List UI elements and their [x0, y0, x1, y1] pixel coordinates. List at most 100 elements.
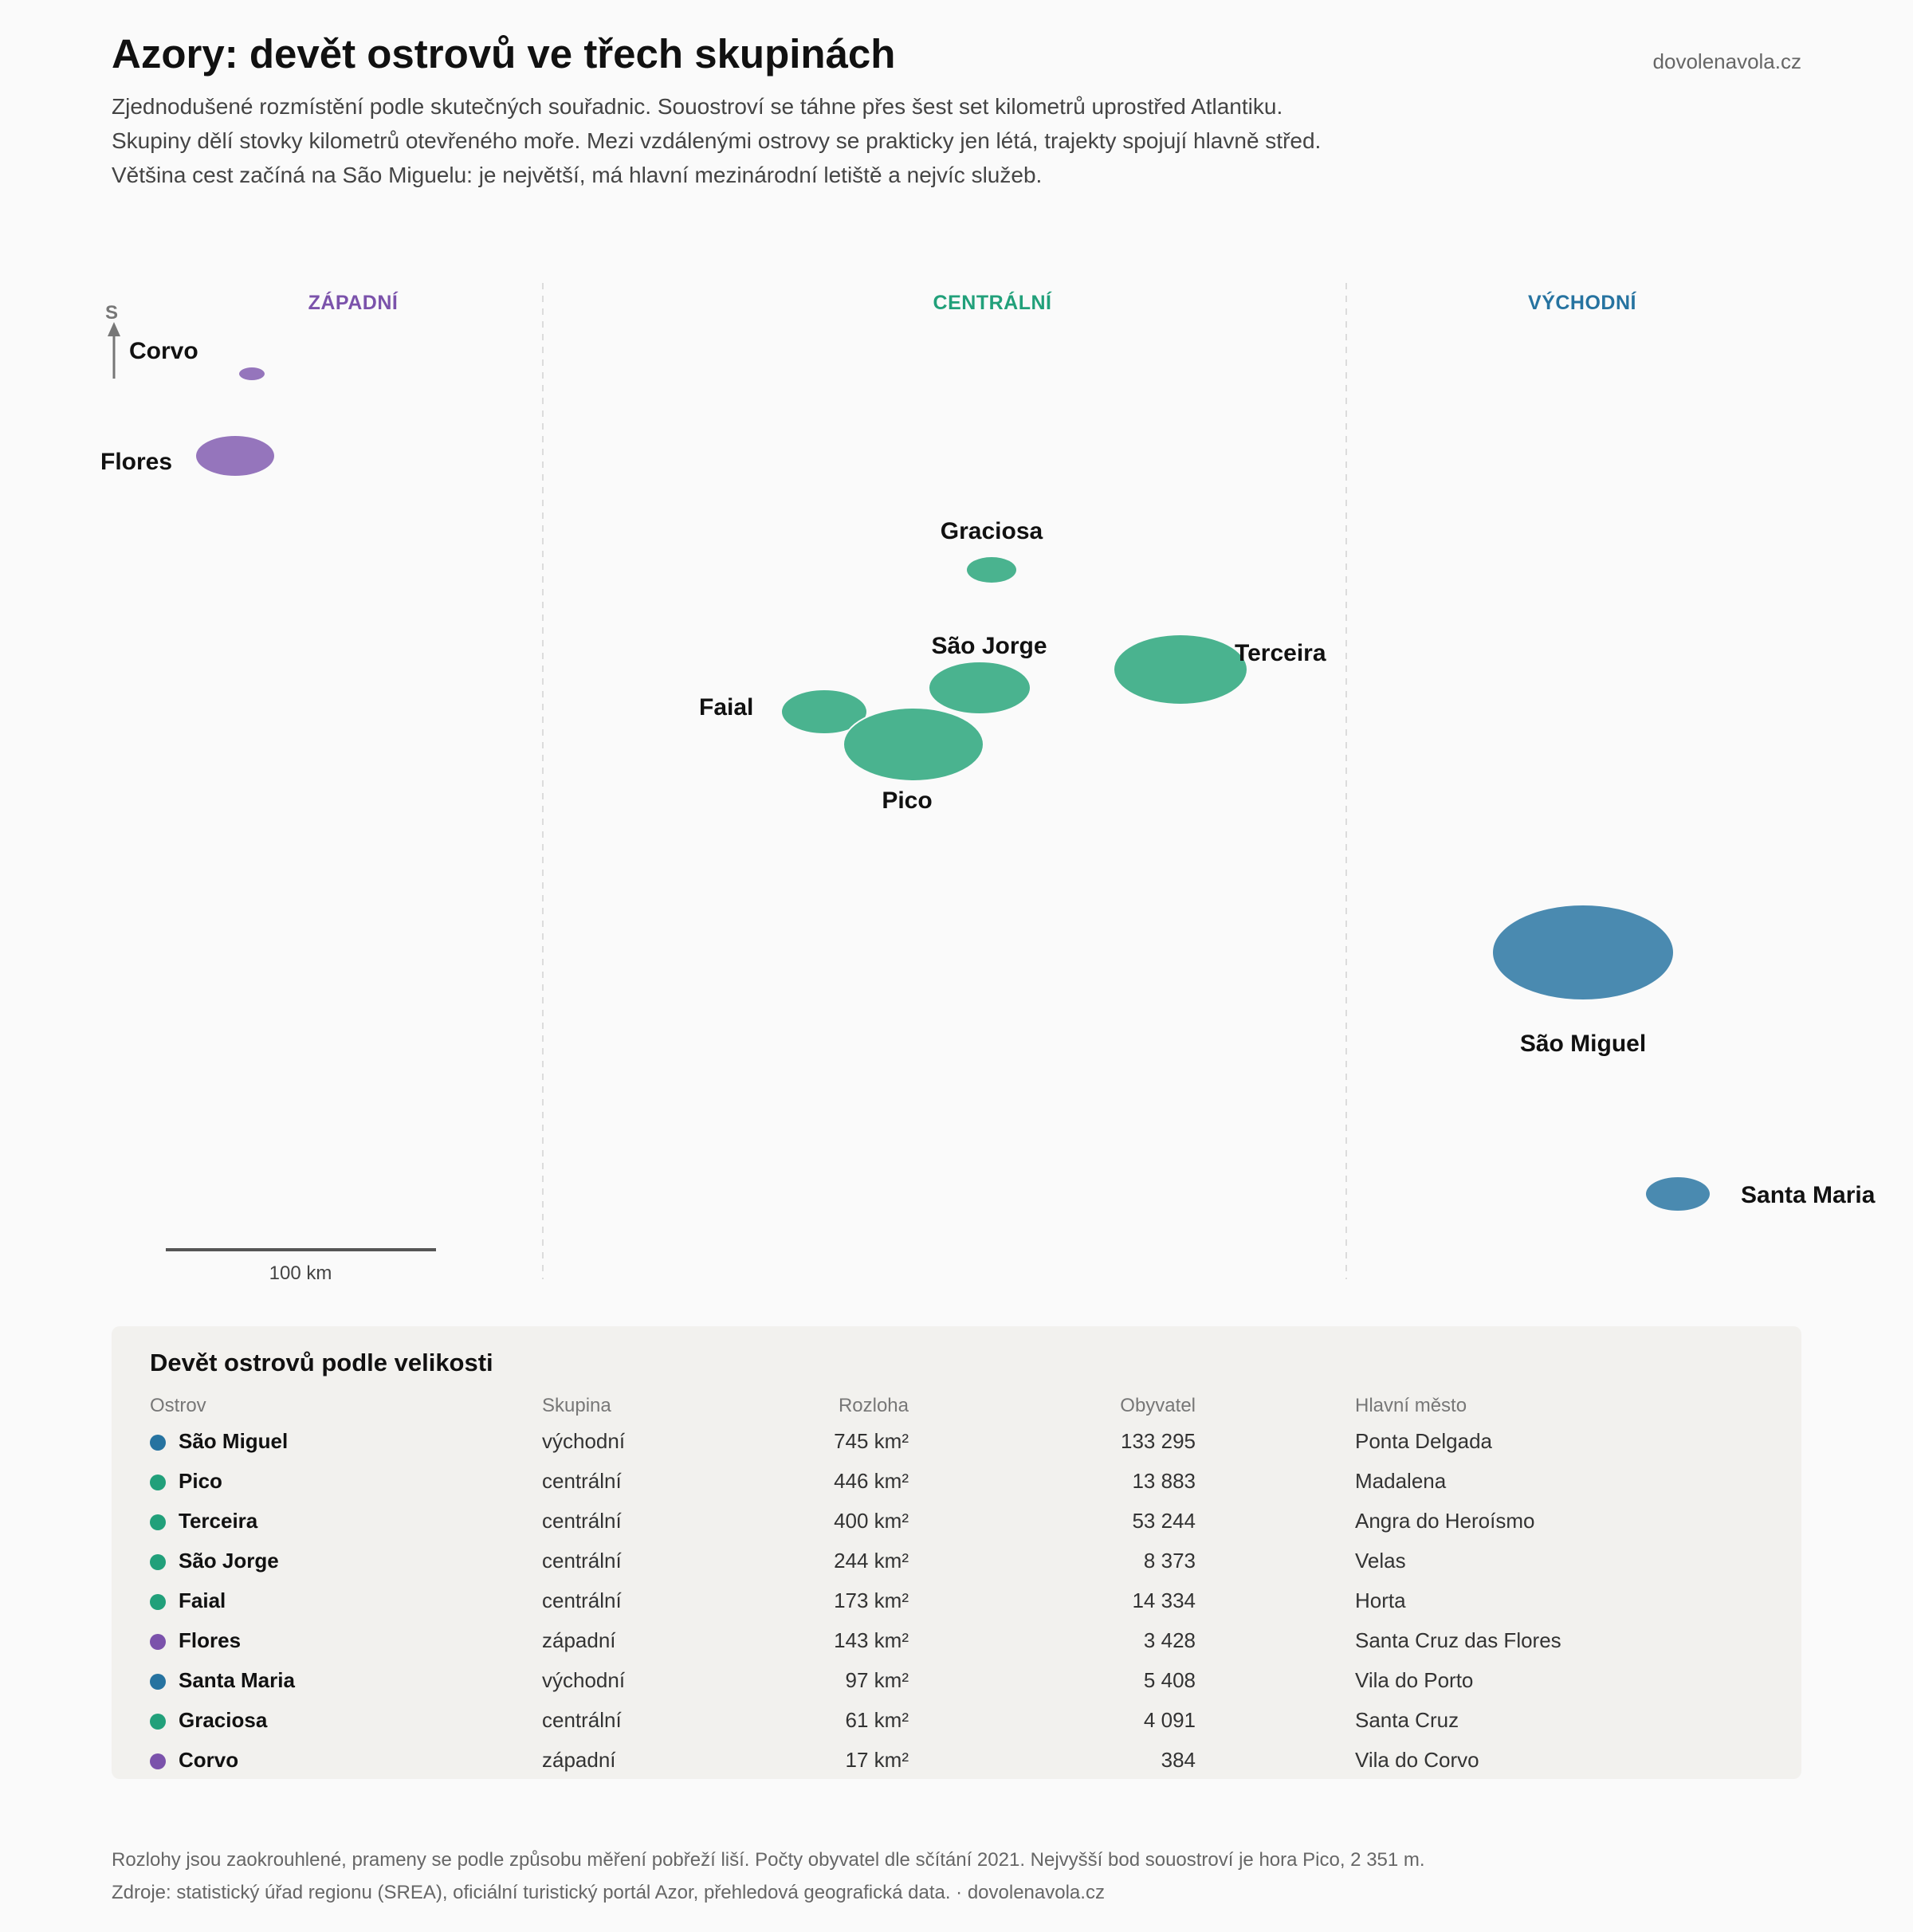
- island-area: 244 km²: [834, 1549, 909, 1573]
- group-color-dot: [150, 1594, 166, 1610]
- island-label-flores: Flores: [100, 449, 172, 475]
- island-group: východní: [542, 1429, 626, 1453]
- island-label-sao-jorge: São Jorge: [931, 633, 1047, 659]
- group-label-west: ZÁPADNÍ: [308, 291, 399, 314]
- island-population: 384: [1161, 1748, 1196, 1772]
- subtitle-line: Skupiny dělí stovky kilometrů otevřeného…: [112, 128, 1322, 153]
- island-sao-miguel: [1493, 905, 1673, 999]
- archipelago-map: ZÁPADNÍ CENTRÁLNÍ VÝCHODNÍ S Corvo Flore…: [100, 283, 1876, 1284]
- island-group: západní: [542, 1628, 616, 1652]
- island-area: 173 km²: [834, 1588, 909, 1612]
- table-row: Terceira centrální 400 km² 53 244 Angra …: [112, 1506, 1801, 1546]
- group-label-east: VÝCHODNÍ: [1528, 290, 1637, 314]
- table-row: Faial centrální 173 km² 14 334 Horta: [112, 1586, 1801, 1626]
- group-color-dot: [150, 1514, 166, 1530]
- table-row: Pico centrální 446 km² 13 883 Madalena: [112, 1467, 1801, 1506]
- island-group: východní: [542, 1668, 626, 1692]
- footer-note: Rozlohy jsou zaokrouhlené, prameny se po…: [112, 1849, 1425, 1871]
- column-header-population: Obyvatel: [1120, 1395, 1196, 1416]
- island-corvo: [239, 367, 265, 380]
- island-area: 745 km²: [834, 1429, 909, 1453]
- table-row: Flores západní 143 km² 3 428 Santa Cruz …: [112, 1626, 1801, 1666]
- island-area: 61 km²: [845, 1708, 909, 1732]
- island-capital: Velas: [1355, 1549, 1406, 1573]
- island-name: Flores: [179, 1628, 242, 1652]
- island-label-pico: Pico: [882, 787, 932, 814]
- column-header-capital: Hlavní město: [1355, 1395, 1467, 1416]
- north-arrow-icon: S: [105, 302, 120, 379]
- brand-label: dovolenavola.cz: [1652, 49, 1801, 73]
- island-population: 53 244: [1132, 1509, 1196, 1533]
- island-capital: Vila do Porto: [1355, 1668, 1474, 1692]
- island-group: centrální: [542, 1588, 622, 1612]
- island-population: 4 091: [1143, 1708, 1196, 1732]
- island-population: 3 428: [1143, 1628, 1196, 1652]
- island-area: 143 km²: [834, 1628, 909, 1652]
- island-area: 17 km²: [845, 1748, 909, 1772]
- island-capital: Santa Cruz das Flores: [1355, 1628, 1561, 1652]
- island-label-santa-maria: Santa Maria: [1741, 1182, 1876, 1208]
- page-title: Azory: devět ostrovů ve třech skupinách: [112, 31, 896, 77]
- island-name: Graciosa: [179, 1708, 268, 1732]
- island-name: Faial: [179, 1588, 226, 1612]
- island-population: 14 334: [1132, 1588, 1196, 1612]
- group-color-dot: [150, 1714, 166, 1730]
- table-row: Santa Maria východní 97 km² 5 408 Vila d…: [112, 1666, 1801, 1706]
- group-color-dot: [150, 1674, 166, 1690]
- island-name: Terceira: [179, 1509, 258, 1533]
- island-name: Pico: [179, 1469, 222, 1493]
- island-area: 97 km²: [845, 1668, 909, 1692]
- island-group: západní: [542, 1748, 616, 1772]
- footer-sources: Zdroje: statistický úřad regionu (SREA),…: [112, 1882, 1105, 1903]
- group-color-dot: [150, 1475, 166, 1490]
- island-name: Santa Maria: [179, 1668, 295, 1692]
- island-population: 5 408: [1143, 1668, 1196, 1692]
- island-capital: Vila do Corvo: [1355, 1748, 1479, 1772]
- table-row: Corvo západní 17 km² 384 Vila do Corvo: [112, 1745, 1801, 1785]
- island-graciosa: [967, 557, 1016, 583]
- group-label-central: CENTRÁLNÍ: [933, 291, 1052, 314]
- island-area: 400 km²: [834, 1509, 909, 1533]
- column-header-area: Rozloha: [838, 1395, 909, 1416]
- subtitle-line: Zjednodušené rozmístění podle skutečných…: [112, 94, 1283, 119]
- island-sao-jorge: [928, 661, 1031, 715]
- table-row: Graciosa centrální 61 km² 4 091 Santa Cr…: [112, 1706, 1801, 1745]
- island-capital: Santa Cruz: [1355, 1708, 1459, 1732]
- table-title: Devět ostrovů podle velikosti: [150, 1349, 493, 1376]
- island-name: Corvo: [179, 1748, 239, 1772]
- scale-bar: 100 km: [166, 1248, 436, 1284]
- island-group: centrální: [542, 1469, 622, 1493]
- north-label: S: [105, 302, 118, 324]
- island-area: 446 km²: [834, 1469, 909, 1493]
- group-color-dot: [150, 1634, 166, 1650]
- island-label-faial: Faial: [699, 694, 753, 721]
- island-population: 133 295: [1121, 1429, 1196, 1453]
- island-capital: Angra do Heroísmo: [1355, 1509, 1535, 1533]
- island-capital: Horta: [1355, 1588, 1406, 1612]
- island-name: São Jorge: [179, 1549, 279, 1573]
- island-label-sao-miguel: São Miguel: [1520, 1031, 1646, 1057]
- island-label-terceira: Terceira: [1235, 640, 1326, 666]
- island-capital: Madalena: [1355, 1469, 1447, 1493]
- island-flores: [196, 436, 274, 476]
- island-santa-maria: [1646, 1177, 1710, 1211]
- table-row: São Jorge centrální 244 km² 8 373 Velas: [112, 1546, 1801, 1586]
- island-group: centrální: [542, 1549, 622, 1573]
- group-color-dot: [150, 1753, 166, 1769]
- island-terceira: [1114, 635, 1247, 704]
- island-label-corvo: Corvo: [129, 338, 198, 364]
- island-group: centrální: [542, 1509, 622, 1533]
- scale-label: 100 km: [269, 1262, 332, 1284]
- island-name: São Miguel: [179, 1429, 289, 1453]
- subtitle-line: Většina cest začíná na São Miguelu: je n…: [112, 163, 1043, 187]
- island-capital: Ponta Delgada: [1355, 1429, 1493, 1453]
- column-header-island: Ostrov: [150, 1395, 206, 1416]
- island-pico: [843, 707, 984, 782]
- group-color-dot: [150, 1435, 166, 1451]
- islands-table: Devět ostrovů podle velikosti Ostrov Sku…: [112, 1326, 1801, 1779]
- island-population: 13 883: [1132, 1469, 1196, 1493]
- column-header-group: Skupina: [542, 1395, 611, 1416]
- island-faial: [780, 689, 868, 735]
- island-group: centrální: [542, 1708, 622, 1732]
- island-population: 8 373: [1143, 1549, 1196, 1573]
